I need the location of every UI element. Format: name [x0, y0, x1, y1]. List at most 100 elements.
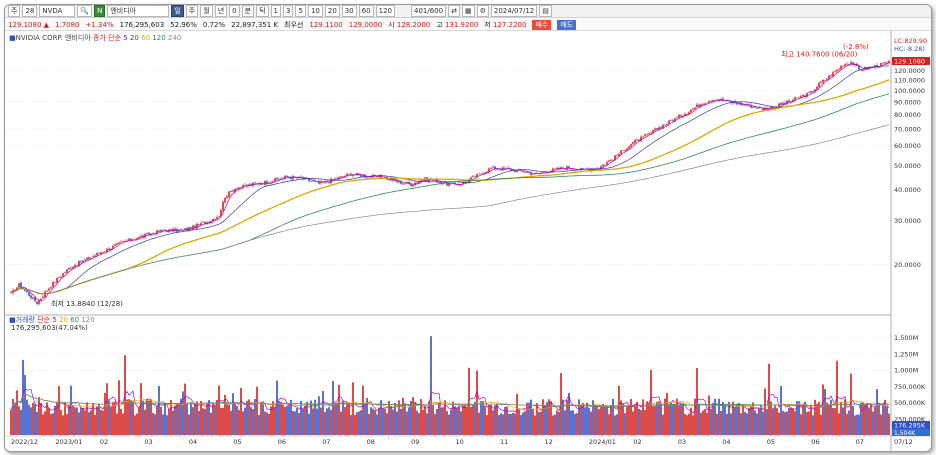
tab-day[interactable]: 일: [171, 5, 184, 17]
candle-body: [168, 229, 170, 233]
volume-bar: [524, 411, 526, 435]
volume-bar: [446, 411, 448, 435]
volume-bar: [596, 406, 598, 435]
candle-body: [446, 181, 448, 186]
volume-bar: [592, 400, 594, 435]
volume-bar: [402, 397, 404, 435]
volume-bar: [568, 392, 570, 435]
interval-120[interactable]: 120: [375, 5, 395, 17]
candle-body: [510, 169, 512, 171]
count-select[interactable]: 28: [22, 5, 38, 17]
volume-bar: [312, 408, 314, 435]
volume-bar: [576, 413, 578, 435]
volume-bar: [334, 404, 336, 435]
candle-body: [236, 188, 238, 190]
search-icon[interactable]: 🔍: [77, 5, 93, 17]
date-axis: 2022/12 2023/01 02 03 04 05 06 07 08 09 10 11 12 2024…: [5, 435, 931, 446]
candle-body: [704, 103, 706, 105]
volume-bar: [468, 367, 470, 435]
volume-bar: [458, 407, 460, 435]
volume-bar: [408, 407, 410, 435]
candle-body: [180, 229, 182, 230]
lc-label: LC:829.90: [894, 37, 927, 45]
volume-bar: [664, 398, 666, 435]
interval-60[interactable]: 60: [358, 5, 374, 17]
tab-zero[interactable]: 0: [229, 5, 240, 17]
interval-10[interactable]: 10: [307, 5, 323, 17]
volume-bar: [832, 407, 834, 435]
chart-type-icon[interactable]: ▦: [461, 5, 475, 17]
candle-body: [814, 89, 816, 92]
date-input[interactable]: 2024/07/12: [490, 5, 538, 17]
tab-year[interactable]: 년: [214, 5, 228, 17]
candle-body: [684, 114, 686, 116]
volume-bar: [558, 411, 560, 435]
volume-bar: [604, 406, 606, 435]
sell-button[interactable]: 매도: [557, 19, 577, 30]
candle-body: [874, 65, 876, 68]
tab-week[interactable]: 주: [185, 5, 199, 17]
candle-body: [628, 146, 630, 149]
volume-bar: [862, 402, 864, 435]
interval-3[interactable]: 3: [283, 5, 294, 17]
volume-bar: [776, 408, 778, 435]
symbol-input[interactable]: NVDA: [39, 5, 76, 17]
candle-body: [432, 179, 434, 181]
volume-bar: [318, 396, 320, 435]
volume-bar: [536, 403, 538, 435]
volume-bar: [148, 400, 150, 435]
tab-minute[interactable]: 분: [241, 5, 255, 17]
candle-body: [274, 178, 276, 182]
volume-bar: [654, 405, 656, 435]
volume-bar: [424, 405, 426, 435]
volume-bar: [810, 404, 812, 435]
interval-20[interactable]: 20: [324, 5, 340, 17]
zoom-icon[interactable]: ⇄: [448, 5, 460, 17]
settings-icon[interactable]: ⚙: [476, 5, 489, 17]
candle-body: [322, 181, 324, 183]
volume-bar: [246, 400, 248, 435]
volume-bar: [256, 386, 258, 435]
volume-bar: [42, 414, 44, 435]
volume-bar: [430, 336, 432, 435]
candle-body: [816, 86, 818, 90]
last-price-label: 129.1080: [894, 58, 925, 66]
candle-body: [632, 142, 634, 144]
stock-chart[interactable]: 20.0000 30.0000 40.0000 50.0000 60.0000 70.00…: [5, 31, 931, 451]
period-select[interactable]: 주: [8, 5, 21, 17]
candle-body: [40, 298, 42, 301]
range-input[interactable]: 401/600: [411, 5, 447, 17]
volume-moving-averages: [10, 387, 890, 414]
date-tick-label: 03: [144, 438, 152, 446]
date-tick-label: 06: [278, 438, 286, 446]
volume-bar: [462, 405, 464, 435]
candle-body: [226, 196, 228, 198]
candle-body: [120, 241, 122, 243]
volume-bar: [730, 413, 732, 435]
date-tick-label: 04: [189, 438, 197, 446]
interval-1[interactable]: 1: [270, 5, 281, 17]
volume-bar: [674, 404, 676, 435]
volume-bar: [646, 401, 648, 435]
volume-bar: [170, 399, 172, 435]
volume-bar: [494, 405, 496, 435]
candle-body: [608, 160, 610, 162]
buy-button[interactable]: 매수: [532, 19, 552, 30]
volume-bar: [884, 399, 886, 435]
tab-month[interactable]: 월: [200, 5, 213, 17]
candle-body: [68, 267, 70, 270]
interval-5[interactable]: 5: [295, 5, 306, 17]
tab-tick[interactable]: 틱: [256, 5, 269, 17]
candle-body: [74, 265, 76, 268]
calendar-icon[interactable]: ▤: [539, 5, 552, 17]
candle-body: [244, 184, 246, 186]
volume-bar: [828, 403, 830, 435]
candle-body: [740, 102, 742, 106]
candle-body: [724, 100, 726, 102]
volume-bar: [348, 404, 350, 435]
volume-bar: [204, 408, 206, 435]
volume-bar: [746, 413, 748, 435]
volume-bar: [830, 399, 832, 435]
last-volume-marker: [892, 421, 930, 429]
interval-30[interactable]: 30: [341, 5, 357, 17]
